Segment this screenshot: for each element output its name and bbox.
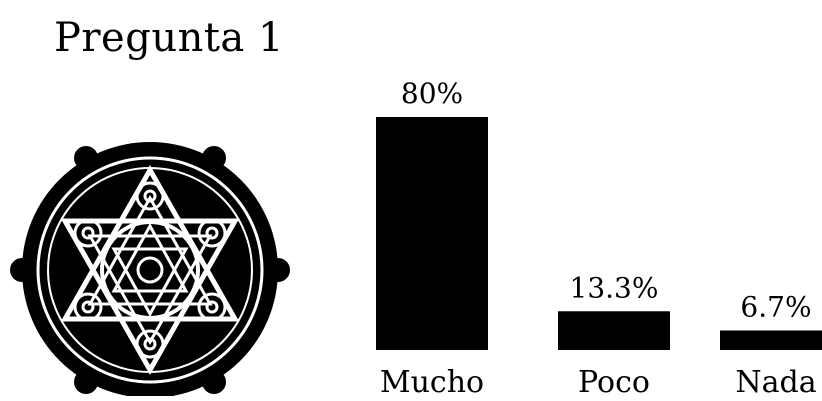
bar-nada [720,330,822,350]
category-label-mucho: Mucho [380,365,484,400]
page-title: Pregunta 1 [54,15,284,61]
category-label-poco: Poco [578,365,650,400]
hexagram-seal-icon [10,142,290,396]
bar-mucho [376,117,488,350]
data-label-poco: 13.3% [570,271,659,304]
category-label-nada: Nada [735,365,816,400]
data-label-nada: 6.7% [740,290,811,323]
bar-poco [558,311,670,350]
data-label-mucho: 80% [401,77,463,110]
